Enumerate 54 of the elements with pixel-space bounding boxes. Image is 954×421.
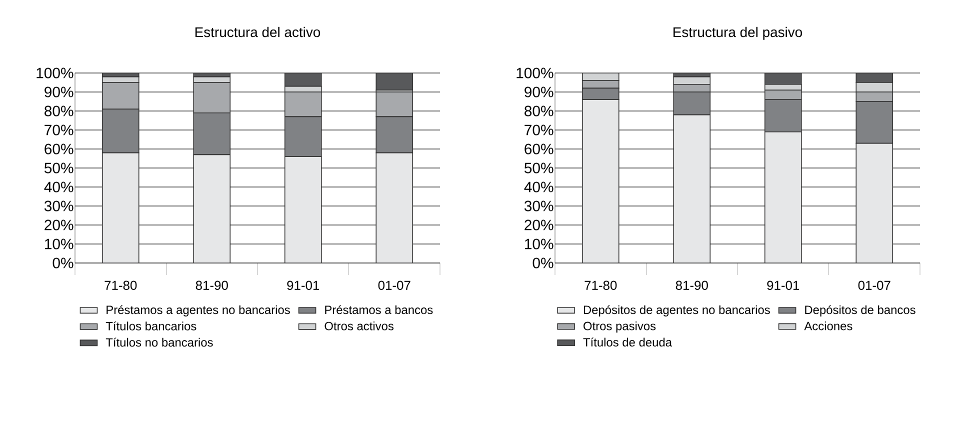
y-tick-label: 10%: [45, 238, 74, 250]
y-tick-label: 90%: [44, 86, 74, 98]
y-tick-label: 30%: [524, 200, 554, 212]
bar: [284, 72, 322, 87]
bar: [102, 152, 140, 263]
bar: [193, 154, 231, 263]
y-tick-label: 30%: [44, 200, 74, 212]
bar: [582, 99, 620, 263]
y-tick-label: 0%: [52, 258, 74, 268]
legend-label: Préstamos a bancos: [325, 305, 433, 314]
x-tick-label: 71-80: [104, 280, 137, 290]
y-tick-label: 80%: [44, 106, 74, 116]
y-tick-label: 70%: [524, 124, 554, 136]
y-tick-label: 70%: [44, 124, 74, 136]
y-tick-label: 100%: [36, 68, 74, 78]
x-tick-label: 01-07: [858, 280, 890, 290]
legend-label: Títulos no bancarios: [106, 338, 213, 347]
x-tick-label: 71-80: [584, 280, 617, 290]
y-tick-label: 40%: [524, 182, 554, 192]
bar: [673, 76, 711, 85]
y-tick-label: 50%: [524, 162, 554, 174]
chart-title: Estructura del pasivo: [674, 26, 802, 40]
x-tick-label: 81-90: [676, 280, 708, 290]
legend-label: Otros pasivos: [584, 321, 656, 333]
x-tick-label: 81-90: [196, 280, 228, 290]
bar: [764, 73, 802, 85]
y-tick-label: 60%: [524, 144, 554, 154]
legend-label: Depósitos de agentes no bancarios: [584, 305, 770, 316]
y-tick-label: 0%: [532, 258, 554, 268]
legend-label: Títulos bancarios: [106, 321, 196, 330]
y-tick-label: 60%: [44, 144, 74, 154]
y-tick-label: 40%: [44, 182, 74, 192]
y-tick-label: 90%: [524, 86, 554, 98]
legend-label: Títulos de deuda: [583, 338, 672, 347]
y-tick-label: 50%: [44, 162, 74, 174]
x-tick-label: 91-01: [767, 280, 800, 290]
legend-label: Depósitos de bancos: [805, 305, 916, 316]
y-tick-label: 80%: [524, 106, 554, 116]
legend-label: Acciones: [804, 321, 852, 330]
bar: [284, 156, 322, 263]
y-tick-label: 100%: [516, 68, 554, 78]
bar: [764, 132, 802, 263]
bar: [376, 152, 414, 263]
y-tick-label: 20%: [44, 220, 74, 230]
bar: [856, 142, 894, 263]
y-tick-label: 10%: [525, 238, 554, 250]
chart-title: Estructura del activo: [195, 26, 320, 38]
x-tick-label: 01-07: [378, 280, 410, 290]
legend-label: Otros activos: [324, 322, 394, 330]
bar: [376, 72, 414, 90]
bar: [673, 114, 711, 263]
x-tick-label: 91-01: [287, 280, 320, 290]
y-tick-label: 20%: [524, 220, 554, 230]
legend-label: Préstamos a agentes no bancarios: [106, 305, 290, 316]
